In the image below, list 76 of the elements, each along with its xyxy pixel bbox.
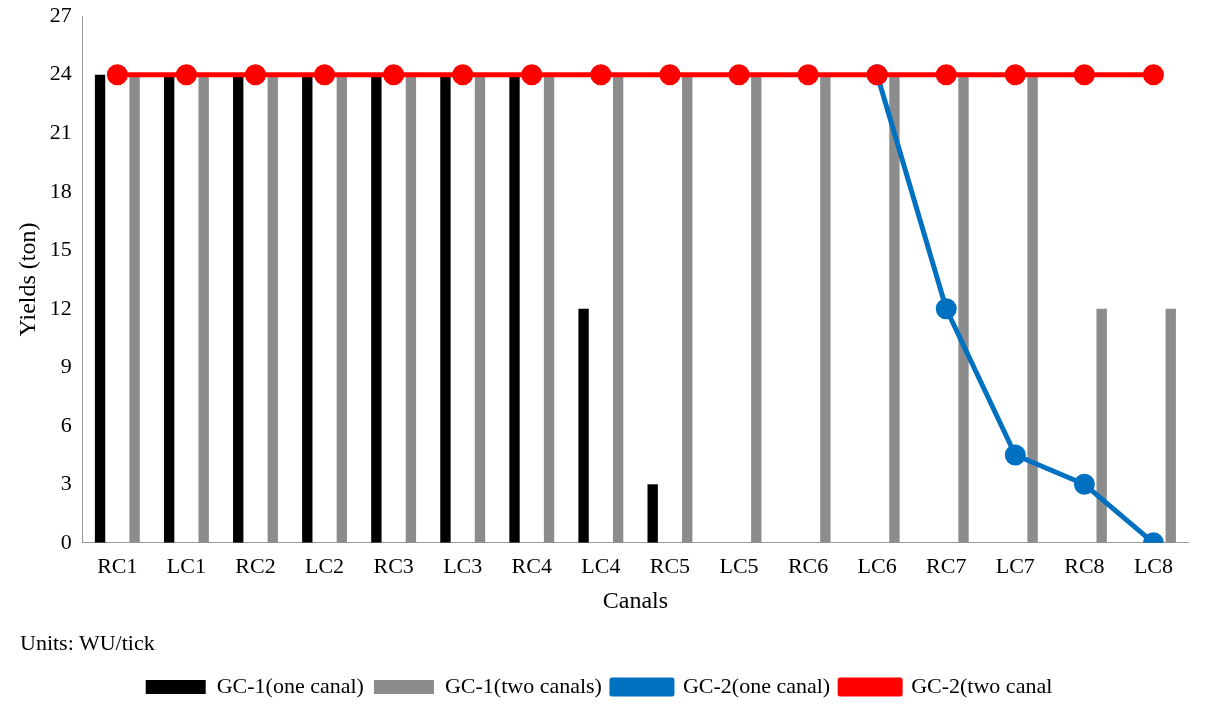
x-tick-label: RC6 bbox=[787, 552, 829, 578]
y-tick-label: 21 bbox=[49, 119, 72, 144]
point bbox=[659, 64, 681, 86]
bar bbox=[474, 74, 486, 543]
point bbox=[1004, 64, 1026, 86]
y-tick-label: 12 bbox=[49, 294, 72, 320]
bar bbox=[267, 74, 278, 543]
x-tick-label: RC4 bbox=[511, 552, 552, 578]
point bbox=[935, 64, 957, 86]
legend-label: GC-1(one canal) bbox=[216, 672, 364, 698]
x-tick-label: LC5 bbox=[719, 552, 759, 578]
legend-label: GC-2(two canal bbox=[911, 672, 1053, 698]
y-tick-label: 0 bbox=[60, 528, 72, 554]
x-tick-label: RC7 bbox=[926, 552, 967, 578]
point bbox=[728, 64, 750, 86]
point bbox=[314, 64, 336, 86]
legend-label: GC-2(one canal) bbox=[682, 672, 831, 698]
bar bbox=[647, 484, 658, 543]
point bbox=[1073, 64, 1095, 86]
text: Units: WU/tick bbox=[20, 629, 155, 655]
point bbox=[935, 298, 957, 320]
point bbox=[1073, 473, 1095, 495]
x-tick-label: RC2 bbox=[235, 552, 276, 578]
x-tick-label: LC6 bbox=[857, 552, 897, 578]
bar bbox=[612, 74, 624, 543]
x-tick-label: RC5 bbox=[649, 552, 691, 578]
bar bbox=[405, 74, 417, 543]
bar bbox=[1027, 74, 1038, 543]
point bbox=[383, 64, 405, 86]
x-tick-label: LC3 bbox=[443, 552, 483, 578]
x-tick-label: LC4 bbox=[581, 552, 621, 578]
bar bbox=[509, 74, 520, 543]
bar bbox=[682, 74, 693, 543]
bar bbox=[1096, 308, 1107, 543]
bar bbox=[198, 74, 209, 543]
point bbox=[1142, 64, 1164, 86]
x-tick-label: RC3 bbox=[373, 552, 414, 578]
bar bbox=[163, 74, 175, 543]
bar bbox=[751, 74, 762, 543]
point bbox=[1004, 444, 1026, 466]
y-tick-label: 24 bbox=[49, 60, 72, 86]
bar bbox=[94, 74, 106, 543]
point bbox=[452, 64, 474, 86]
bar bbox=[129, 74, 140, 543]
x-tick-label: RC1 bbox=[97, 552, 138, 578]
y-axis-title: Yields (ton) bbox=[13, 222, 40, 337]
point bbox=[797, 64, 819, 86]
point bbox=[175, 64, 197, 86]
bar bbox=[889, 74, 900, 543]
y-tick-label: 27 bbox=[49, 1, 72, 27]
x-tick-label: LC2 bbox=[305, 552, 345, 578]
y-tick-label: 3 bbox=[60, 470, 72, 496]
bar bbox=[820, 74, 831, 543]
y-tick-label: 6 bbox=[60, 411, 72, 437]
bar bbox=[440, 74, 451, 543]
legend-label: GC-1(two canals) bbox=[444, 672, 602, 698]
y-tick-label: 18 bbox=[49, 177, 72, 203]
point bbox=[106, 64, 128, 86]
bar bbox=[578, 308, 589, 543]
bar bbox=[543, 74, 555, 543]
bar bbox=[371, 74, 382, 543]
bar bbox=[336, 74, 348, 543]
point bbox=[521, 64, 543, 86]
bar bbox=[958, 74, 969, 543]
bar bbox=[233, 74, 244, 543]
x-tick-label: LC8 bbox=[1133, 552, 1174, 578]
y-tick-label: 9 bbox=[60, 353, 72, 379]
x-axis-title: Canals bbox=[602, 586, 669, 613]
x-tick-label: RC8 bbox=[1064, 552, 1105, 578]
x-tick-label: LC7 bbox=[995, 552, 1035, 578]
bar bbox=[302, 74, 313, 543]
bar bbox=[1165, 308, 1176, 543]
point bbox=[590, 64, 612, 86]
point bbox=[244, 64, 266, 86]
y-tick-label: 15 bbox=[49, 236, 72, 262]
x-tick-label: LC1 bbox=[166, 552, 206, 578]
